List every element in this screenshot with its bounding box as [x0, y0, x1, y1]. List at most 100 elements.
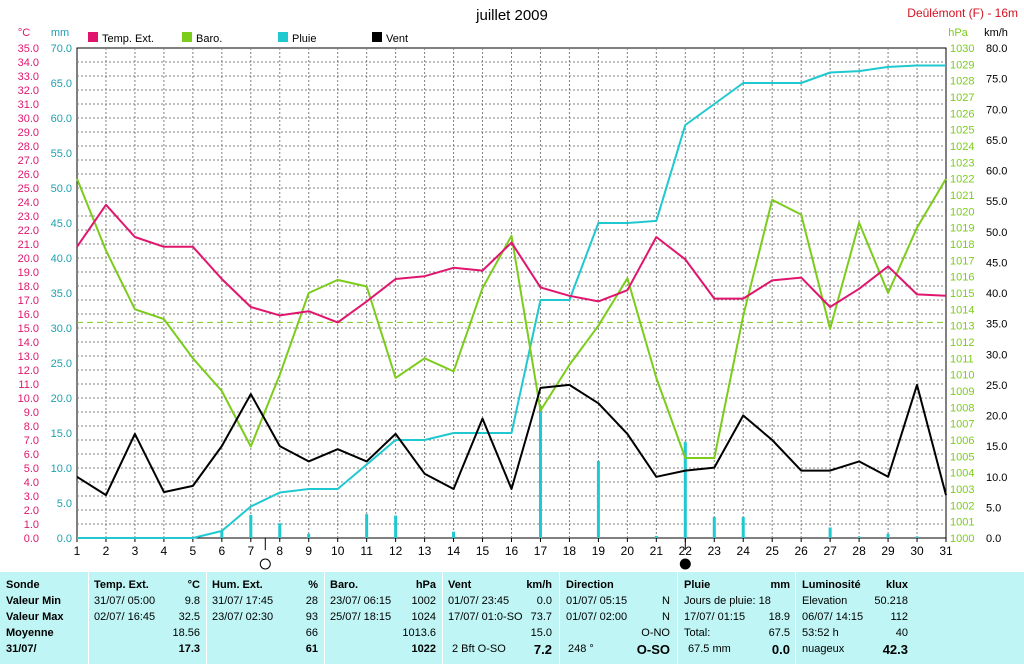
- baro-tick-label: 1019: [950, 223, 974, 235]
- rain-tick-label: 65.0: [51, 78, 72, 90]
- temp-tick-label: 17.0: [18, 295, 39, 307]
- wind-title: Vent: [448, 579, 472, 591]
- x-tick-label: 19: [592, 544, 606, 558]
- lum-title: Luminosité: [802, 579, 861, 591]
- daily-rain-bar: [249, 514, 253, 538]
- rain-unit: mm: [770, 579, 790, 591]
- daily-rain-bar: [828, 527, 832, 538]
- baro-tick-label: 1001: [950, 517, 974, 529]
- dir-min-time: 01/07/ 05:15: [566, 595, 628, 607]
- x-tick-label: 14: [447, 544, 461, 558]
- temp-tick-label: 15.0: [18, 323, 39, 335]
- rain-tick-label: 20.0: [51, 393, 72, 405]
- left-unit-temp: °C: [18, 27, 30, 39]
- hum-current: 61: [305, 643, 318, 655]
- temp-tick-label: 18.0: [18, 281, 39, 293]
- lum-unit: klux: [885, 579, 908, 591]
- baro-tick-label: 1014: [950, 304, 974, 316]
- chart-grid: [76, 47, 947, 539]
- baro-min-value: 1002: [411, 595, 436, 607]
- left-unit-rain: mm: [51, 27, 69, 39]
- daily-rain-bar: [683, 442, 687, 538]
- wind-tick-label: 65.0: [986, 135, 1007, 147]
- x-tick-label: 4: [161, 544, 168, 558]
- wind-tick-label: 40.0: [986, 288, 1007, 300]
- rain-title: Pluie: [684, 579, 711, 591]
- x-tick-label: 29: [881, 544, 895, 558]
- daily-rain-bar: [452, 531, 456, 538]
- baro-tick-label: 1013: [950, 321, 974, 333]
- wind-tick-label: 5.0: [986, 502, 1001, 514]
- baro-tick-label: 1000: [950, 533, 974, 545]
- daily-rain-bar: [220, 531, 224, 538]
- legend-swatch-baro: [182, 32, 192, 42]
- temp-tick-label: 1.0: [24, 519, 39, 531]
- x-tick-label: 16: [505, 544, 519, 558]
- right-axis-ticks: 1000 1001 1002 1003 1004 1005 1006 1007 1008 1009…: [950, 43, 1007, 545]
- x-tick-label: 26: [794, 544, 808, 558]
- rain-tick-label: 55.0: [51, 148, 72, 160]
- daily-rain-bar: [394, 515, 398, 538]
- right-unit-wind: km/h: [984, 27, 1008, 39]
- rain-tick-label: 5.0: [57, 498, 72, 510]
- daily-rain-bar: [307, 533, 311, 538]
- temp-tick-label: 23.0: [18, 211, 39, 223]
- temp-tick-label: 28.0: [18, 141, 39, 153]
- series-line-temp: [76, 203, 947, 324]
- wind-tick-label: 20.0: [986, 411, 1007, 423]
- daily-rain-bar: [886, 533, 890, 538]
- rain-current: 0.0: [771, 642, 790, 657]
- rain-tick-label: 15.0: [51, 428, 72, 440]
- baro-tick-label: 1020: [950, 206, 974, 218]
- daily-rain-bar: [915, 536, 919, 538]
- temp-tick-label: 19.0: [18, 267, 39, 279]
- temp-tick-label: 21.0: [18, 239, 39, 251]
- wind-tick-label: 75.0: [986, 74, 1007, 86]
- temp-max-value: 32.5: [178, 611, 200, 623]
- temp-tick-label: 26.0: [18, 169, 39, 181]
- wind-tick-label: 10.0: [986, 472, 1007, 484]
- lum-avg-label: 53:52 h: [802, 627, 839, 639]
- temp-tick-label: 20.0: [18, 253, 39, 265]
- temp-tick-label: 12.0: [18, 365, 39, 377]
- series-lines: [76, 64, 947, 539]
- summary-col-direction: Direction 01/07/ 05:15 N 01/07/ 02:00 N O-…: [566, 572, 674, 664]
- daily-rain-bar: [712, 517, 716, 538]
- x-tick-label: 23: [708, 544, 722, 558]
- baro-tick-label: 1012: [950, 337, 974, 349]
- legend-label-temp: Temp. Ext.: [102, 33, 154, 45]
- daily-rain-bar: [857, 536, 861, 538]
- temp-unit: °C: [187, 579, 200, 591]
- temp-tick-label: 4.0: [24, 477, 39, 489]
- dir-title: Direction: [566, 579, 614, 591]
- temp-tick-label: 35.0: [18, 43, 39, 55]
- x-tick-label: 27: [823, 544, 837, 558]
- daily-rain-bar: [741, 517, 745, 538]
- temp-tick-label: 32.0: [18, 85, 39, 97]
- summary-panel: Sonde Valeur Min Valeur Max Moyenne 31/0…: [0, 572, 1024, 664]
- x-tick-label: 11: [360, 544, 373, 558]
- baro-tick-label: 1018: [950, 239, 974, 251]
- lum-max-value: 112: [890, 611, 908, 623]
- temp-avg: 18.56: [172, 627, 200, 639]
- x-tick-label: 10: [331, 544, 345, 558]
- rain-tick-label: 60.0: [51, 113, 72, 125]
- summary-col-rain: Pluie mm Jours de pluie: 18 17/07/ 01:15 1…: [684, 572, 792, 664]
- x-tick-label: 15: [476, 544, 490, 558]
- wind-tick-label: 45.0: [986, 257, 1007, 269]
- temp-tick-label: 29.0: [18, 127, 39, 139]
- baro-tick-label: 1003: [950, 484, 974, 496]
- temp-tick-label: 9.0: [24, 407, 39, 419]
- wind-current: 7.2: [533, 642, 552, 657]
- legend-label-wind: Vent: [386, 33, 408, 45]
- hum-title: Hum. Ext.: [212, 579, 263, 591]
- wind-current-label: 2 Bft O-SO: [452, 643, 506, 655]
- x-tick-label: 3: [132, 544, 139, 558]
- station-name: Deûlémont (F) - 16m: [907, 6, 1018, 20]
- label-max: Valeur Max: [6, 611, 64, 623]
- temp-min-time: 31/07/ 05:00: [94, 595, 156, 607]
- lum-elev-label: Elevation: [802, 595, 848, 607]
- rain-tick-label: 30.0: [51, 323, 72, 335]
- wind-tick-label: 80.0: [986, 43, 1007, 55]
- rain-total: 67.5: [768, 627, 790, 639]
